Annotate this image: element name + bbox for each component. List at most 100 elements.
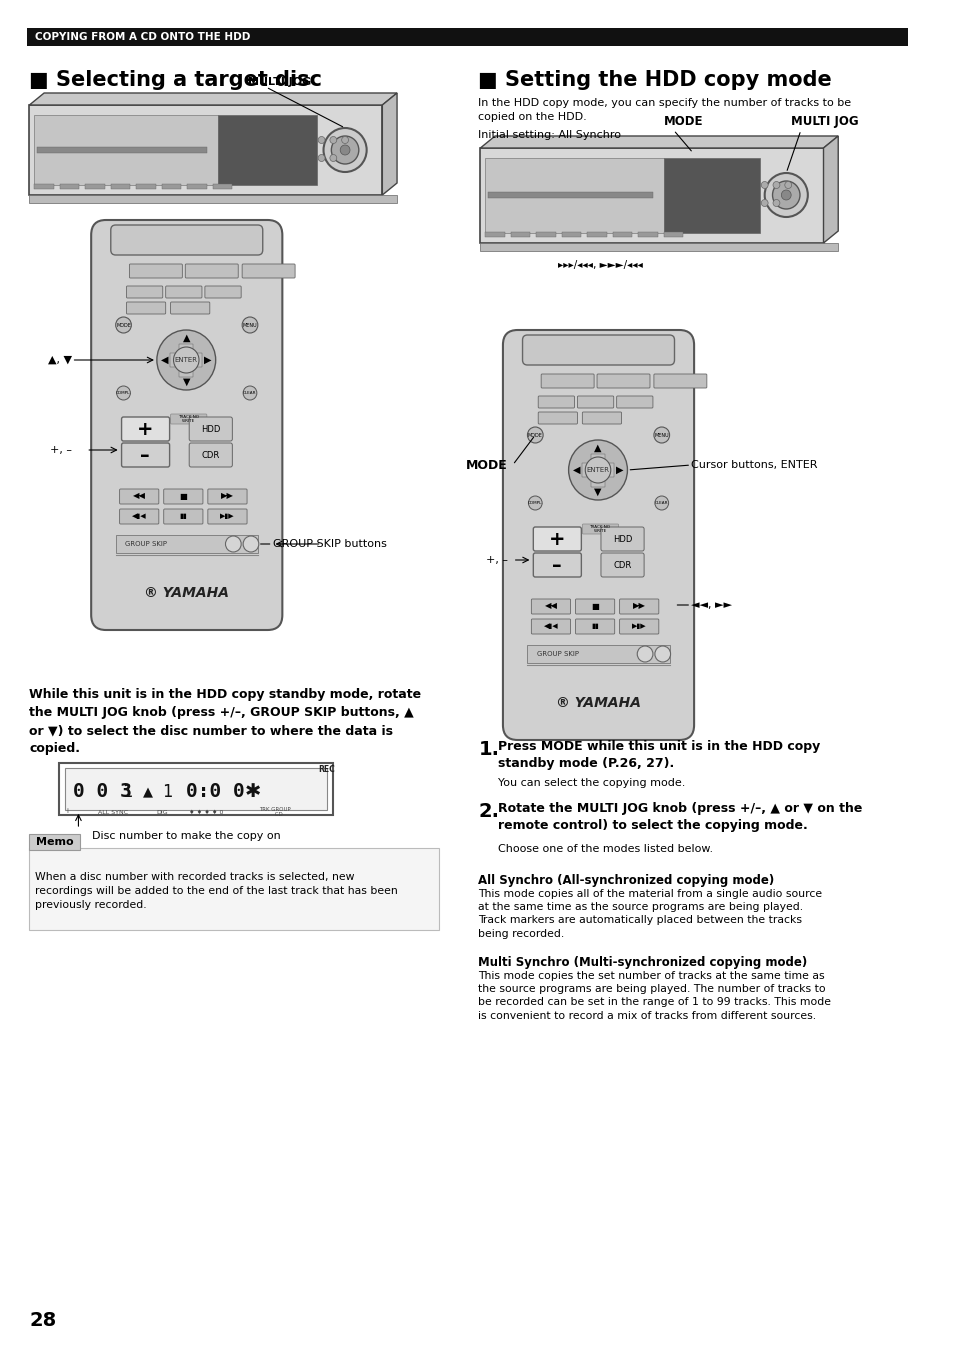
Bar	[37, 147, 207, 153]
FancyBboxPatch shape	[618, 619, 659, 634]
FancyBboxPatch shape	[171, 303, 210, 313]
FancyBboxPatch shape	[600, 554, 643, 577]
FancyBboxPatch shape	[91, 220, 282, 630]
Bar	[536, 232, 556, 237]
Circle shape	[772, 182, 779, 189]
FancyBboxPatch shape	[618, 598, 659, 613]
Text: TRACK NO
WRITE: TRACK NO WRITE	[589, 525, 610, 533]
FancyBboxPatch shape	[121, 417, 170, 441]
Text: ◀◀: ◀◀	[132, 491, 146, 501]
Bar	[217, 115, 316, 185]
Text: In the HDD copy mode, you can specify the number of tracks to be: In the HDD copy mode, you can specify th…	[477, 98, 851, 109]
Text: ▸▸▸/◂◂◂, ►►►/◂◂◂: ▸▸▸/◂◂◂, ►►►/◂◂◂	[558, 261, 642, 270]
Text: GROUP SKIP: GROUP SKIP	[537, 651, 578, 657]
FancyBboxPatch shape	[653, 375, 706, 388]
FancyBboxPatch shape	[531, 619, 570, 634]
FancyBboxPatch shape	[242, 265, 294, 278]
FancyBboxPatch shape	[600, 527, 643, 551]
Bar	[581, 463, 598, 478]
Bar	[111, 185, 131, 189]
Bar	[179, 343, 193, 360]
Text: DIG: DIG	[155, 810, 168, 814]
Text: ✱: ✱	[245, 782, 261, 801]
FancyBboxPatch shape	[208, 509, 247, 524]
Text: ■ Setting the HDD copy mode: ■ Setting the HDD copy mode	[477, 71, 831, 90]
Text: ▮▮: ▮▮	[591, 623, 598, 630]
Text: COPYING FROM A CD ONTO THE HDD: COPYING FROM A CD ONTO THE HDD	[35, 33, 251, 42]
Text: HDD: HDD	[201, 425, 220, 433]
Text: ■: ■	[179, 491, 187, 501]
Text: All Synchro (All-synchronized copying mode): All Synchro (All-synchronized copying mo…	[477, 874, 774, 887]
Circle shape	[173, 347, 199, 373]
Circle shape	[760, 182, 767, 189]
Text: ▶▶: ▶▶	[221, 491, 233, 501]
Circle shape	[330, 155, 336, 161]
Text: +: +	[136, 419, 153, 438]
Bar	[485, 232, 504, 237]
Text: ▶▶: ▶▶	[632, 601, 645, 611]
FancyBboxPatch shape	[616, 396, 652, 408]
Bar	[170, 353, 186, 366]
Text: Multi Synchro (Multi-synchronized copying mode): Multi Synchro (Multi-synchronized copyin…	[477, 955, 807, 969]
Bar	[527, 645, 669, 664]
Text: Cursor buttons, ENTER: Cursor buttons, ENTER	[690, 460, 817, 470]
FancyBboxPatch shape	[205, 286, 241, 299]
Text: MODE: MODE	[527, 433, 542, 437]
Text: MODE: MODE	[116, 323, 131, 327]
Text: HDD: HDD	[612, 535, 632, 544]
Bar	[85, 185, 105, 189]
Circle shape	[331, 136, 358, 164]
Text: While this unit is in the HDD copy standby mode, rotate
the MULTI JOG knob (pres: While this unit is in the HDD copy stand…	[30, 688, 421, 754]
Text: ® YAMAHA: ® YAMAHA	[144, 586, 229, 600]
Text: ♦ ♦ ♦ ♦ 0: ♦ ♦ ♦ ♦ 0	[189, 810, 223, 814]
Bar	[34, 185, 54, 189]
Bar	[561, 232, 580, 237]
Text: ◀: ◀	[572, 465, 579, 475]
Bar	[598, 463, 614, 478]
Bar	[510, 232, 530, 237]
Text: ▶▮▶: ▶▮▶	[631, 623, 646, 630]
Text: ▲, ▼: ▲, ▼	[48, 356, 71, 365]
FancyBboxPatch shape	[185, 265, 238, 278]
Bar	[638, 232, 658, 237]
Text: CLEAR: CLEAR	[655, 501, 668, 505]
FancyBboxPatch shape	[111, 225, 262, 255]
FancyBboxPatch shape	[130, 265, 182, 278]
Text: MODE: MODE	[466, 459, 507, 471]
FancyBboxPatch shape	[30, 104, 382, 195]
Text: ◀▮◀: ◀▮◀	[543, 623, 558, 630]
Text: 0:0 0: 0:0 0	[186, 782, 245, 801]
Text: ◀▮◀: ◀▮◀	[132, 513, 147, 518]
Bar	[136, 185, 155, 189]
Text: REC: REC	[318, 764, 335, 773]
Text: This mode copies the set number of tracks at the same time as
the source program: This mode copies the set number of track…	[477, 972, 831, 1020]
FancyBboxPatch shape	[533, 554, 580, 577]
Circle shape	[772, 199, 779, 206]
Text: +, –: +, –	[50, 445, 71, 455]
Text: ▶: ▶	[616, 465, 622, 475]
FancyBboxPatch shape	[119, 509, 158, 524]
FancyBboxPatch shape	[575, 598, 614, 613]
Text: MODE: MODE	[663, 115, 702, 128]
Circle shape	[243, 385, 256, 400]
Circle shape	[568, 440, 627, 499]
Circle shape	[654, 497, 668, 510]
Bar	[34, 115, 217, 185]
Text: Choose one of the modes listed below.: Choose one of the modes listed below.	[497, 844, 713, 854]
Circle shape	[781, 190, 790, 199]
Text: Initial setting: All Synchro: Initial setting: All Synchro	[477, 130, 620, 140]
Polygon shape	[382, 94, 396, 195]
Text: TRACK NO
WRITE: TRACK NO WRITE	[177, 415, 198, 423]
Circle shape	[760, 199, 767, 206]
FancyBboxPatch shape	[189, 442, 233, 467]
FancyBboxPatch shape	[121, 442, 170, 467]
Bar	[186, 353, 202, 366]
Circle shape	[242, 318, 257, 332]
Text: When a disc number with recorded tracks is selected, new
recordings will be adde: When a disc number with recorded tracks …	[35, 873, 397, 911]
Circle shape	[116, 385, 131, 400]
FancyBboxPatch shape	[577, 396, 613, 408]
Text: ▼: ▼	[594, 487, 601, 497]
Bar	[591, 470, 604, 487]
FancyBboxPatch shape	[522, 335, 674, 365]
Text: ◀: ◀	[161, 356, 169, 365]
